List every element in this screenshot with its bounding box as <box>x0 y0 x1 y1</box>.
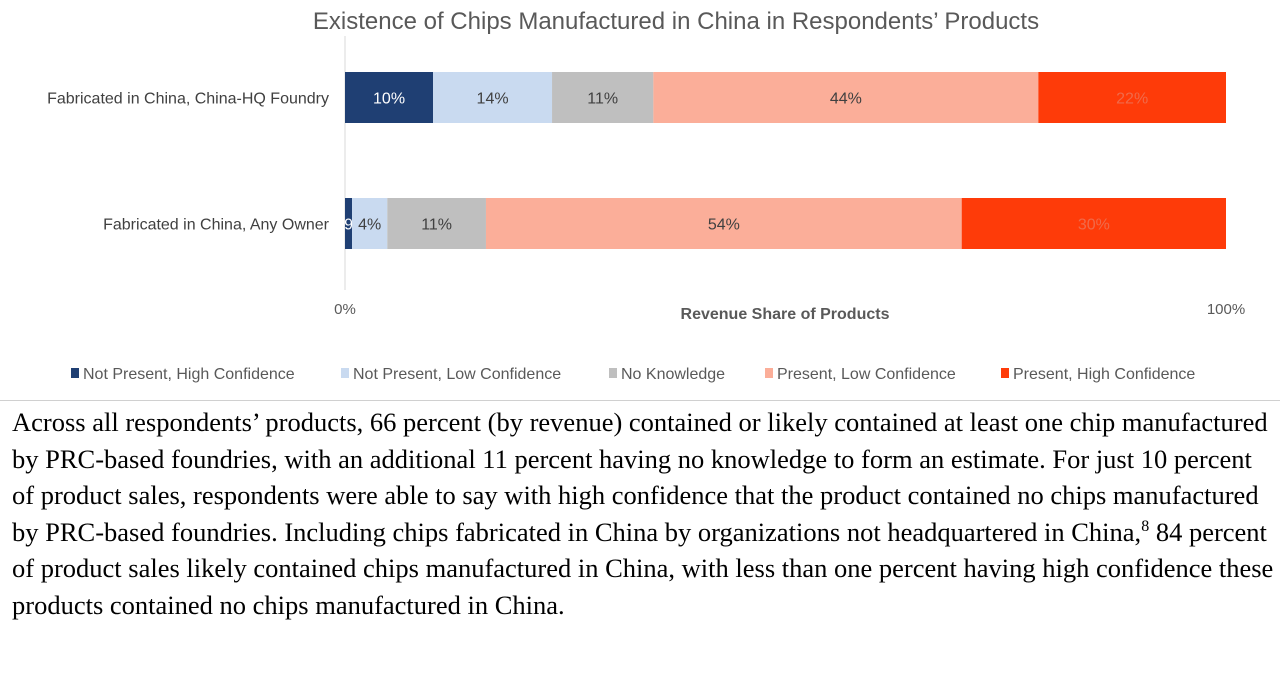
footnote-reference[interactable]: 8 <box>1141 517 1150 535</box>
chart-title: Existence of Chips Manufactured in China… <box>313 8 1039 35</box>
bar-segment <box>352 198 388 249</box>
data-label: 10% <box>373 91 405 108</box>
data-label: 4% <box>358 217 381 234</box>
legend-label: Present, High Confidence <box>1013 366 1195 383</box>
data-label: 14% <box>477 91 509 108</box>
category-label: Fabricated in China, Any Owner <box>103 217 330 234</box>
bar-segment <box>433 72 553 123</box>
bar-segment <box>485 198 962 249</box>
bar-segment <box>552 72 654 123</box>
legend-label: Present, Low Confidence <box>777 366 956 383</box>
bar-segment <box>653 72 1039 123</box>
data-label: 30% <box>1078 217 1110 234</box>
legend-label: No Knowledge <box>621 366 725 383</box>
legend-item: No Knowledge <box>609 366 725 383</box>
bar-segment <box>961 198 1226 249</box>
legend-swatch <box>341 368 349 378</box>
data-label: 44% <box>830 91 862 108</box>
legend-item: Not Present, High Confidence <box>71 366 295 383</box>
data-label: 22% <box>1116 91 1148 108</box>
legend-swatch <box>609 368 617 378</box>
legend-item: Not Present, Low Confidence <box>341 366 561 383</box>
body-text-part-2: 84 percent of product sales likely conta… <box>12 516 1274 620</box>
category-label: Fabricated in China, China-HQ Foundry <box>47 91 329 108</box>
body-paragraph: Across all respondents’ products, 66 per… <box>12 404 1274 623</box>
tick-label: 100% <box>1207 301 1245 318</box>
data-label: 11% <box>421 217 452 234</box>
bar-segment <box>345 72 434 123</box>
legend-label: Not Present, High Confidence <box>83 366 295 383</box>
plot-area: 10% 14% 11% 44% 22% 9 4% 11% 54% 30% <box>344 36 1226 290</box>
legend: Not Present, High Confidence Not Present,… <box>71 366 1195 383</box>
legend-item: Present, High Confidence <box>1001 366 1195 383</box>
bar-segment <box>345 198 353 249</box>
bar-segment <box>387 198 486 249</box>
x-axis-ticks: 0% 100% <box>334 301 1245 318</box>
data-label: 54% <box>708 217 740 234</box>
x-axis-label: Revenue Share of Products <box>681 306 890 323</box>
legend-swatch <box>765 368 773 378</box>
legend-item: Present, Low Confidence <box>765 366 956 383</box>
stacked-bar-chart: Existence of Chips Manufactured in China… <box>47 8 1245 383</box>
divider-line <box>0 400 1280 401</box>
data-label: 9 <box>344 217 353 234</box>
data-label: 11% <box>587 91 618 108</box>
body-text-part-1: Across all respondents’ products, 66 per… <box>12 407 1268 547</box>
tick-label: 0% <box>334 301 356 318</box>
legend-label: Not Present, Low Confidence <box>353 366 561 383</box>
legend-swatch <box>71 368 79 378</box>
bar-segment <box>1038 72 1226 123</box>
category-labels: Fabricated in China, China-HQ Foundry Fab… <box>47 91 330 234</box>
legend-swatch <box>1001 368 1009 378</box>
